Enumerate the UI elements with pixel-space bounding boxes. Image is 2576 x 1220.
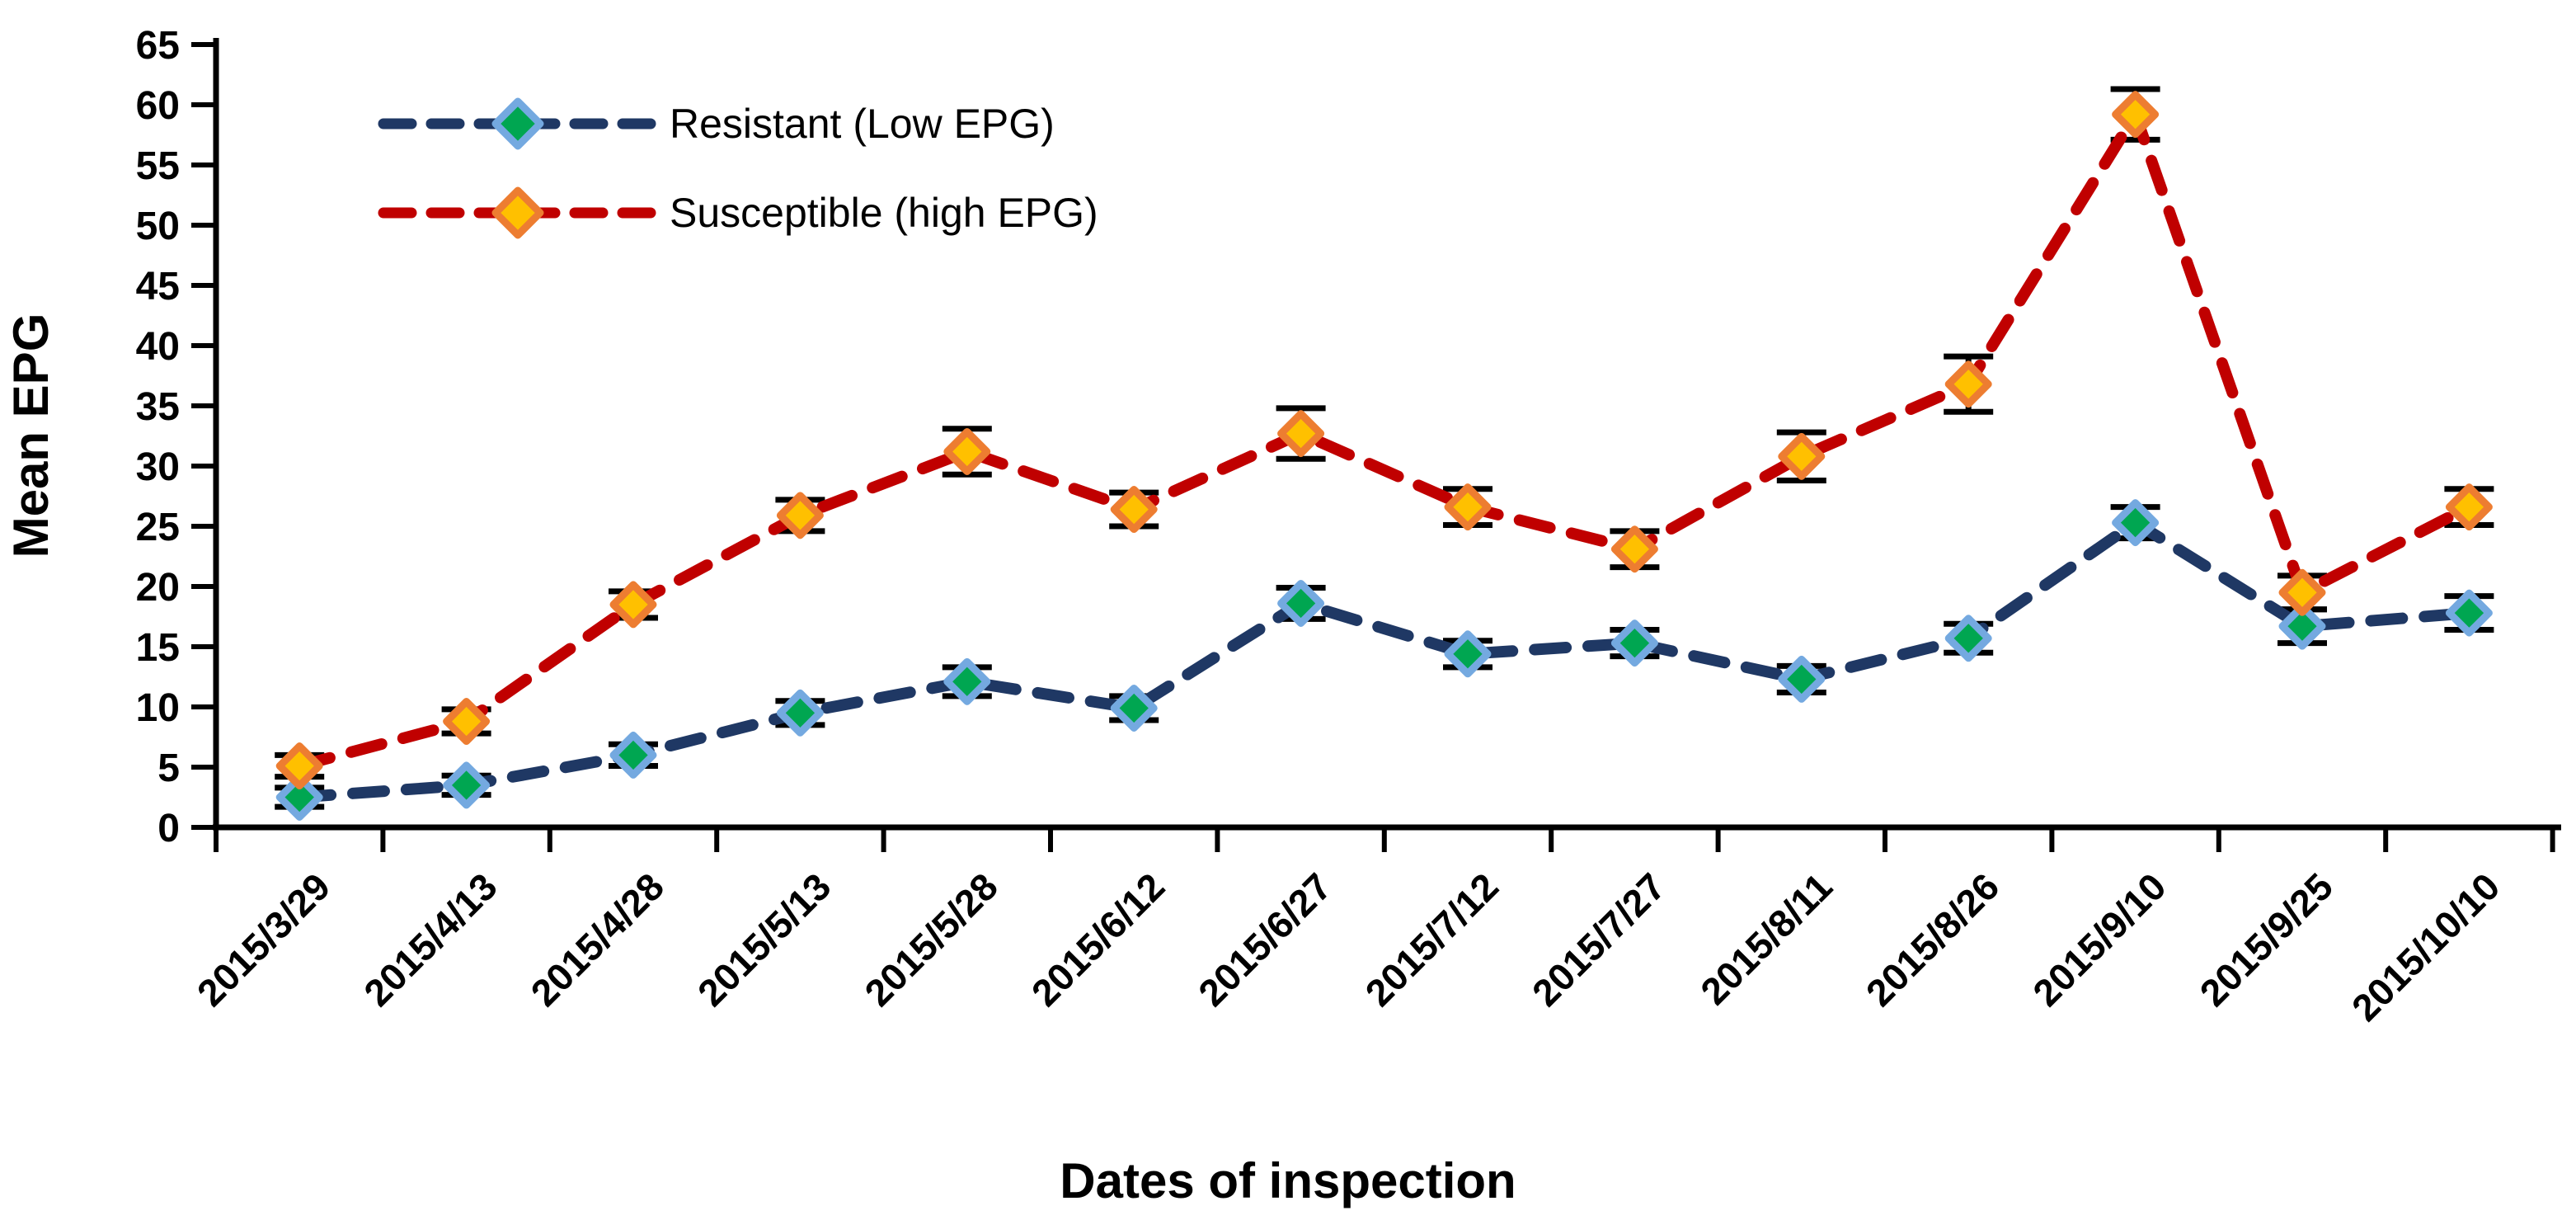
marker-series-0: [2445, 589, 2493, 637]
marker-series-0: [275, 774, 323, 821]
marker-series-0: [1444, 630, 1492, 678]
x-tick-label: 2015/9/10: [2024, 864, 2174, 1014]
x-tick-label: 2015/7/27: [1524, 864, 1673, 1014]
x-tick-label: 2015/6/27: [1190, 864, 1339, 1014]
legend-label-resistant: Resistant (Low EPG): [670, 101, 1055, 147]
y-tick-label: 55: [136, 144, 180, 188]
marker-series-1: [2112, 91, 2160, 139]
y-tick-label: 65: [136, 24, 180, 68]
y-tick-label: 60: [136, 84, 180, 128]
y-tick-label: 30: [136, 445, 180, 489]
marker-series-1: [1277, 410, 1325, 458]
marker-series-1: [275, 742, 323, 790]
y-tick-label: 0: [157, 807, 180, 850]
y-tick-label: 20: [136, 566, 180, 610]
y-tick-label: 35: [136, 385, 180, 429]
marker-series-1: [1778, 432, 1826, 480]
y-axis-title: Mean EPG: [3, 313, 59, 558]
x-tick-label: 2015/5/28: [856, 864, 1005, 1014]
marker-series-1: [609, 581, 657, 629]
x-tick-label: 2015/8/26: [1858, 864, 2007, 1014]
marker-series-0: [1778, 655, 1826, 703]
marker-series-1: [2445, 483, 2493, 531]
marker-series-1: [443, 698, 491, 746]
x-tick-label: 2015/5/13: [689, 864, 839, 1014]
marker-series-0: [1610, 619, 1658, 667]
y-tick-label: 40: [136, 325, 180, 369]
marker-series-1: [2278, 568, 2326, 616]
marker-series-0: [943, 657, 991, 705]
y-tick-label: 10: [136, 686, 180, 730]
y-tick-label: 45: [136, 265, 180, 309]
x-axis-title: Dates of inspection: [1060, 1153, 1516, 1208]
x-tick-label: 2015/6/12: [1023, 864, 1173, 1014]
marker-series-1: [776, 492, 824, 539]
legend-swatch-marker-1: [491, 186, 544, 239]
marker-series-0: [2112, 499, 2160, 547]
x-tick-label: 2015/4/28: [523, 864, 672, 1014]
x-tick-label: 2015/9/25: [2192, 864, 2341, 1014]
x-tick-label: 2015/10/10: [2343, 864, 2508, 1029]
series-line-1: [294, 101, 2475, 772]
y-tick-label: 5: [157, 747, 180, 790]
marker-series-0: [1110, 684, 1158, 732]
marker-series-0: [1944, 615, 1992, 662]
marker-series-0: [443, 761, 491, 809]
series-line-0: [294, 516, 2475, 803]
x-tick-label: 2015/7/12: [1357, 864, 1507, 1014]
x-tick-label: 2015/8/11: [1692, 864, 1840, 1013]
marker-series-0: [2278, 602, 2326, 650]
marker-series-1: [943, 427, 991, 475]
marker-series-0: [1277, 579, 1325, 627]
y-tick-label: 15: [136, 626, 180, 670]
marker-series-1: [1944, 360, 1992, 408]
y-tick-label: 50: [136, 205, 180, 248]
marker-series-1: [1444, 483, 1492, 531]
marker-series-0: [776, 689, 824, 737]
x-tick-label: 2015/3/29: [189, 864, 338, 1014]
y-tick-label: 25: [136, 506, 180, 549]
marker-series-0: [609, 731, 657, 779]
legend-swatch-marker-0: [491, 97, 544, 150]
marker-series-1: [1610, 525, 1658, 573]
marker-series-1: [1110, 486, 1158, 534]
x-tick-label: 2015/4/13: [355, 864, 505, 1014]
legend-label-susceptible: Susceptible (high EPG): [670, 190, 1098, 236]
